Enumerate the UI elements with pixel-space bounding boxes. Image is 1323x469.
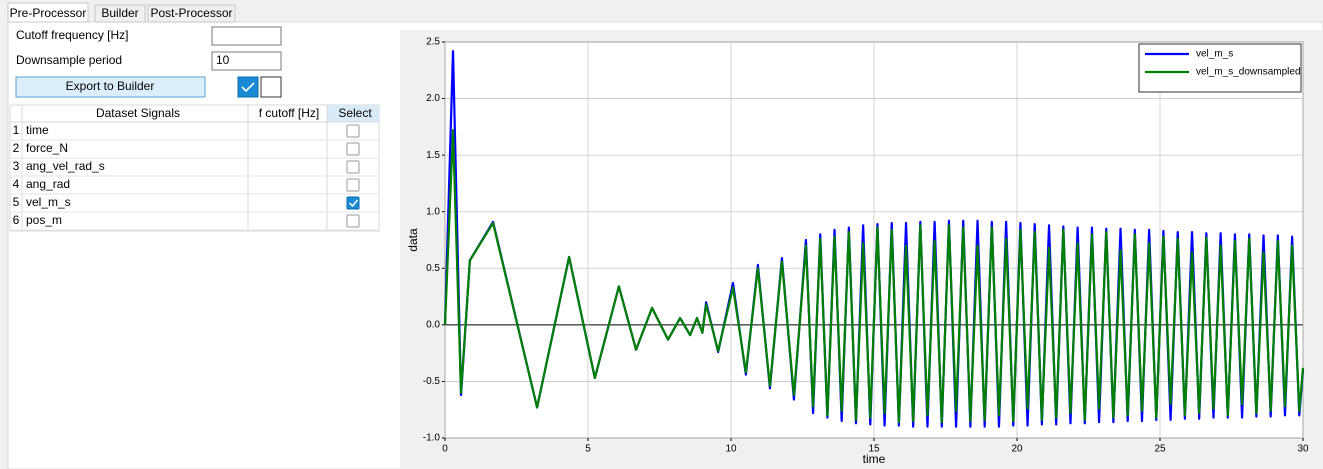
y-tick-label: 1.0: [426, 206, 440, 217]
row-index: 5: [13, 195, 20, 209]
export-button-label: Export to Builder: [66, 79, 155, 93]
y-tick-label: 2.5: [426, 37, 440, 48]
x-tick-label: 20: [1011, 444, 1023, 455]
downsample-input[interactable]: [211, 51, 282, 71]
legend: [1138, 43, 1302, 93]
select-checkbox[interactable]: [346, 178, 360, 192]
tab[interactable]: [147, 4, 236, 23]
x-tick-label: 0: [442, 444, 448, 455]
tab-label: Post-Processor: [150, 6, 232, 20]
y-tick-label: -1.0: [423, 433, 441, 444]
select-checkbox[interactable]: [346, 214, 360, 228]
tab[interactable]: [7, 2, 89, 23]
column-header[interactable]: Select: [338, 106, 372, 120]
downsample-value: 10: [216, 53, 230, 67]
row-index: 6: [13, 213, 20, 227]
tab-label: Builder: [101, 6, 138, 20]
series-line: [443, 129, 1305, 424]
signal-name: ang_vel_rad_s: [26, 159, 105, 173]
x-axis-label: time: [863, 452, 886, 466]
signal-name: ang_rad: [26, 177, 70, 191]
column-header: f cutoff [Hz]: [259, 106, 319, 120]
legend-label: vel_m_s_downsampled: [1196, 67, 1301, 78]
signal-name: time: [26, 123, 49, 137]
x-tick-label: 25: [1154, 444, 1166, 455]
row-index: 4: [13, 177, 20, 191]
cutoff-input[interactable]: [211, 26, 282, 46]
export-button[interactable]: [15, 76, 206, 98]
row-index: 3: [13, 159, 20, 173]
row-index: 2: [13, 141, 20, 155]
row-index: 1: [13, 123, 20, 137]
check-icon: [241, 82, 255, 93]
y-tick-label: 1.5: [426, 150, 440, 161]
y-tick-label: 2.0: [426, 93, 440, 104]
tab[interactable]: [94, 4, 146, 23]
legend-label: vel_m_s: [1196, 49, 1233, 60]
select-checkbox[interactable]: [346, 160, 360, 174]
x-tick-label: 15: [868, 444, 880, 455]
toggle-checked[interactable]: [237, 76, 259, 98]
tab-label: Pre-Processor: [10, 6, 87, 20]
select-checkbox[interactable]: [346, 142, 360, 156]
y-tick-label: 0.5: [426, 263, 440, 274]
x-tick-label: 5: [585, 444, 591, 455]
signals-table: [9, 104, 380, 232]
column-header: Dataset Signals: [96, 106, 180, 120]
x-tick-label: 30: [1297, 444, 1309, 455]
y-tick-label: -0.5: [423, 376, 441, 387]
check-icon: [348, 199, 359, 208]
select-checkbox[interactable]: [346, 196, 360, 210]
y-axis-label: data: [406, 228, 420, 252]
cutoff-label: Cutoff frequency [Hz]: [16, 28, 129, 42]
signal-name: pos_m: [26, 213, 62, 227]
x-tick-label: 10: [725, 444, 737, 455]
select-checkbox[interactable]: [346, 124, 360, 138]
signal-name: force_N: [26, 141, 68, 155]
downsample-label: Downsample period: [16, 53, 122, 67]
y-tick-label: 0.0: [426, 319, 440, 330]
toggle-unchecked[interactable]: [260, 76, 282, 98]
select-header-bg: [327, 105, 379, 122]
signal-name: vel_m_s: [26, 195, 71, 209]
